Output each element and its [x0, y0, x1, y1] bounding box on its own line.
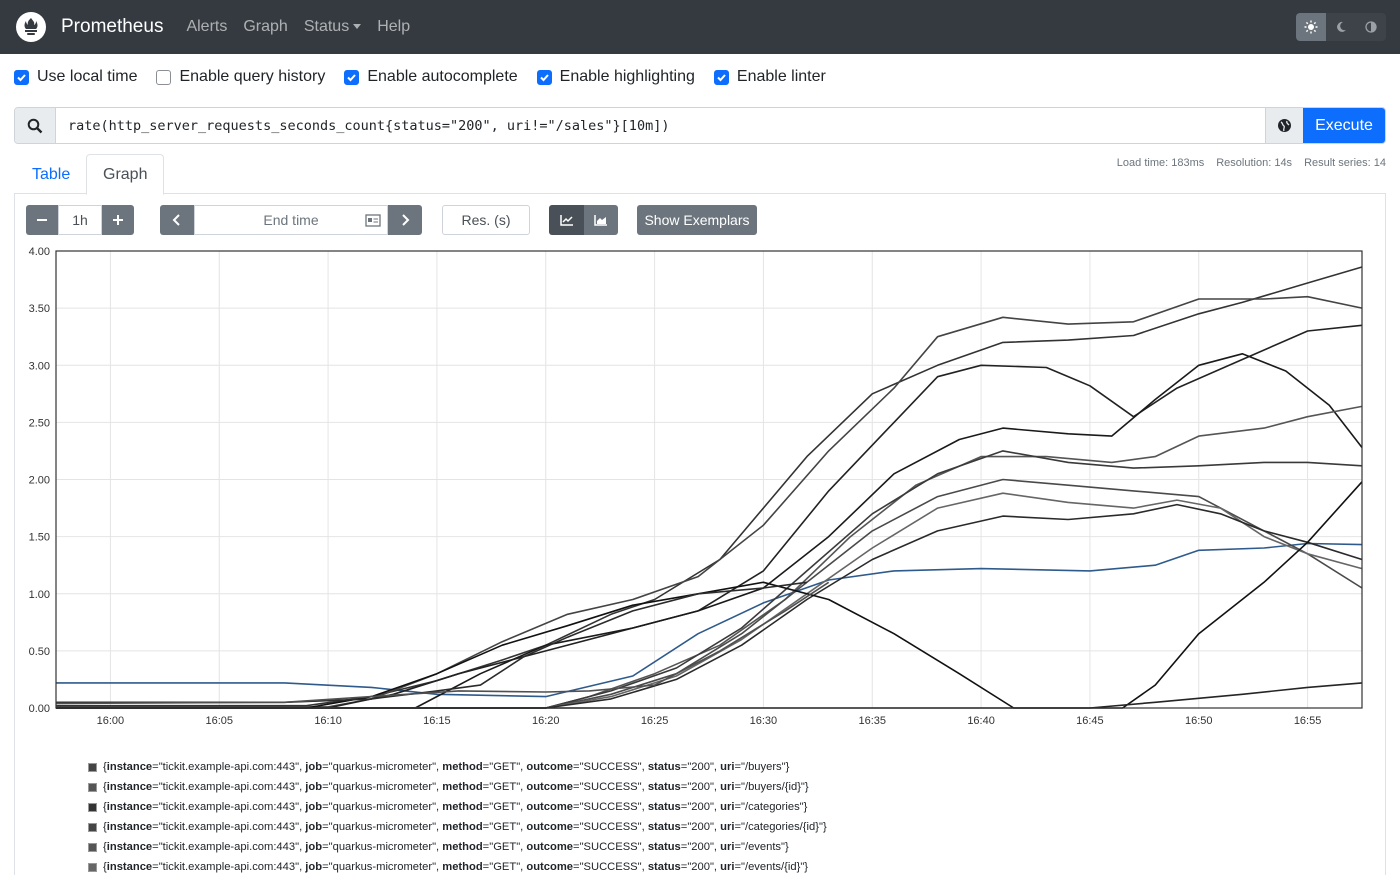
- calendar-icon[interactable]: [365, 213, 381, 227]
- legend-item[interactable]: {instance="tickit.example-api.com:443", …: [88, 817, 827, 837]
- decrease-range-button[interactable]: [26, 205, 58, 235]
- search-icon: [15, 108, 56, 143]
- brand-title[interactable]: Prometheus: [61, 16, 164, 37]
- nav-help[interactable]: Help: [377, 18, 411, 35]
- legend: {instance="tickit.example-api.com:443", …: [88, 757, 827, 877]
- legend-item[interactable]: {instance="tickit.example-api.com:443", …: [88, 857, 827, 877]
- chart-type-toggle: [549, 205, 618, 235]
- legend-swatch: [88, 842, 97, 852]
- tab-graph[interactable]: Graph: [86, 154, 165, 195]
- end-time-input[interactable]: End time: [194, 205, 388, 235]
- legend-item[interactable]: {instance="tickit.example-api.com:443", …: [88, 777, 827, 797]
- nav-status-label: Status: [303, 18, 350, 35]
- legend-item[interactable]: {instance="tickit.example-api.com:443", …: [88, 797, 827, 817]
- load-time: Load time: 183ms: [1116, 157, 1205, 169]
- caret-down-icon: [353, 24, 362, 30]
- range-control: 1h: [26, 205, 134, 235]
- show-exemplars-button[interactable]: Show Exemplars: [637, 205, 757, 235]
- end-time-placeholder: End time: [263, 212, 319, 228]
- previous-time-button[interactable]: [160, 205, 194, 235]
- query-bar: rate(http_server_requests_seconds_count{…: [14, 107, 1386, 144]
- option-label: Enable autocomplete: [367, 68, 518, 85]
- nav-alerts[interactable]: Alerts: [186, 18, 228, 35]
- nav-graph[interactable]: Graph: [243, 18, 288, 35]
- tab-table[interactable]: Table: [32, 165, 71, 183]
- execute-button[interactable]: Execute: [1303, 108, 1385, 143]
- option-label: Enable highlighting: [559, 68, 695, 85]
- option-highlighting[interactable]: Enable highlighting: [536, 68, 695, 86]
- legend-item[interactable]: {instance="tickit.example-api.com:443", …: [88, 757, 827, 777]
- option-label: Enable query history: [179, 68, 326, 85]
- end-time-control: End time: [160, 205, 422, 235]
- legend-item[interactable]: {instance="tickit.example-api.com:443", …: [88, 837, 827, 857]
- resolution: Resolution: 14s: [1216, 157, 1293, 169]
- result-tabs: Table Graph: [14, 154, 1386, 195]
- navbar: Prometheus Alerts Graph Status Help: [0, 0, 1400, 54]
- option-label: Use local time: [37, 68, 138, 85]
- legend-label: {instance="tickit.example-api.com:443", …: [103, 801, 808, 813]
- legend-label: {instance="tickit.example-api.com:443", …: [103, 861, 809, 873]
- query-stats: Load time: 183ms Resolution: 14s Result …: [1105, 157, 1386, 169]
- checkbox-checked-icon[interactable]: [14, 69, 29, 85]
- theme-toggle: [1296, 13, 1386, 41]
- legend-label: {instance="tickit.example-api.com:443", …: [103, 781, 809, 793]
- option-linter[interactable]: Enable linter: [713, 68, 826, 86]
- resolution-control: Res. (s): [442, 205, 530, 235]
- metrics-explorer-globe-icon[interactable]: [1265, 108, 1303, 143]
- option-label: Enable linter: [736, 68, 826, 85]
- increase-range-button[interactable]: [102, 205, 134, 235]
- checkbox-checked-icon[interactable]: [713, 69, 729, 85]
- legend-label: {instance="tickit.example-api.com:443", …: [103, 761, 790, 773]
- legend-label: {instance="tickit.example-api.com:443", …: [103, 821, 827, 833]
- range-input[interactable]: 1h: [58, 205, 102, 235]
- sun-icon[interactable]: [1296, 13, 1326, 41]
- option-query-history[interactable]: Enable query history: [156, 68, 325, 86]
- checkbox-checked-icon[interactable]: [536, 69, 552, 85]
- next-time-button[interactable]: [388, 205, 422, 235]
- option-autocomplete[interactable]: Enable autocomplete: [344, 68, 518, 86]
- legend-swatch: [88, 762, 97, 772]
- graph-panel: [14, 194, 1386, 875]
- exemplars-control: Show Exemplars: [637, 205, 757, 235]
- checkbox-checked-icon[interactable]: [344, 69, 360, 85]
- option-use-local-time[interactable]: Use local time: [14, 68, 137, 86]
- legend-swatch: [88, 822, 97, 832]
- legend-swatch: [88, 862, 97, 872]
- stacked-chart-icon[interactable]: [584, 205, 618, 235]
- contrast-icon[interactable]: [1356, 13, 1386, 41]
- legend-swatch: [88, 802, 97, 812]
- resolution-input[interactable]: Res. (s): [442, 205, 530, 235]
- line-chart-icon[interactable]: [549, 205, 584, 235]
- legend-label: {instance="tickit.example-api.com:443", …: [103, 841, 789, 853]
- query-input[interactable]: rate(http_server_requests_seconds_count{…: [68, 117, 670, 134]
- prometheus-logo-icon[interactable]: [16, 12, 46, 42]
- nav-status[interactable]: Status: [303, 18, 362, 36]
- moon-icon[interactable]: [1326, 13, 1356, 41]
- legend-swatch: [88, 782, 97, 792]
- query-options: Use local time Enable query history Enab…: [14, 68, 845, 86]
- result-series: Result series: 14: [1304, 157, 1386, 169]
- checkbox-unchecked-icon[interactable]: [156, 69, 172, 85]
